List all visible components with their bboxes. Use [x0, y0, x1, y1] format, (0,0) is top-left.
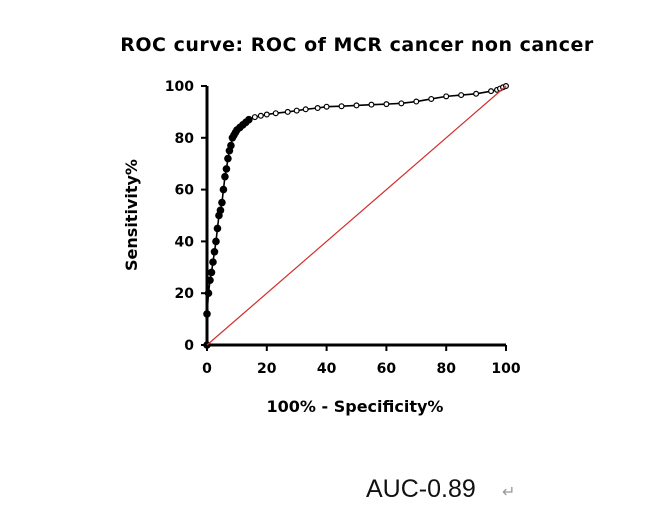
axis-ticks: 0 20 40 60 80 100 0 20 40 60 80 100 [165, 79, 521, 377]
roc-point [353, 102, 360, 109]
y-tick-label: 0 [184, 338, 194, 354]
x-tick-label: 0 [202, 361, 212, 377]
y-tick-label: 100 [165, 79, 194, 95]
roc-point [221, 172, 229, 181]
roc-point [293, 107, 300, 114]
roc-point [222, 165, 231, 173]
roc-point [207, 268, 216, 277]
reference-diagonal-line [206, 85, 507, 346]
roc-point [428, 95, 435, 102]
y-tick-label: 80 [175, 131, 195, 147]
auc-annotation: AUC-0.89 [366, 475, 476, 503]
roc-point [398, 100, 405, 107]
chart-title: ROC curve: ROC of MCR cancer non cancer [120, 34, 594, 56]
roc-point [224, 154, 232, 163]
series-layer [203, 82, 510, 349]
y-tick-label: 40 [175, 234, 195, 250]
roc-point [284, 108, 291, 115]
x-tick-label: 100 [491, 361, 520, 377]
roc-point [443, 93, 450, 100]
roc-point [323, 103, 330, 110]
roc-point [245, 115, 253, 124]
roc-point [227, 141, 235, 150]
x-tick-label: 20 [257, 361, 277, 377]
y-tick-label: 20 [175, 286, 195, 302]
roc-point [488, 88, 495, 95]
roc-point [218, 198, 226, 207]
roc-point [383, 101, 390, 108]
roc-point [473, 90, 480, 97]
x-axis-label: 100% - Specificity% [267, 397, 444, 416]
x-tick-label: 60 [377, 361, 397, 377]
roc-point [216, 206, 225, 215]
roc-point [263, 111, 270, 118]
roc-point [272, 110, 279, 117]
return-mark-icon: ↵ [502, 484, 515, 501]
roc-point [209, 258, 217, 266]
roc-point [251, 114, 258, 121]
roc-point [338, 103, 345, 110]
roc-point [257, 112, 264, 119]
x-tick-label: 80 [436, 361, 456, 377]
roc-point [314, 105, 321, 112]
roc-point [212, 237, 220, 246]
roc-point [206, 276, 214, 285]
y-tick-label: 60 [175, 183, 195, 199]
roc-point [213, 224, 222, 233]
y-axis-label: Sensitivity% [122, 159, 141, 271]
roc-point [458, 92, 465, 99]
roc-point [302, 106, 309, 113]
roc-point [219, 185, 228, 194]
roc-point [210, 247, 219, 256]
roc-point [203, 310, 211, 318]
roc-point [413, 98, 420, 105]
plot-area: 0 20 40 60 80 100 0 20 40 60 80 100 [165, 79, 521, 377]
roc-point [368, 101, 375, 108]
roc-point [204, 289, 213, 298]
x-tick-label: 40 [317, 361, 337, 377]
